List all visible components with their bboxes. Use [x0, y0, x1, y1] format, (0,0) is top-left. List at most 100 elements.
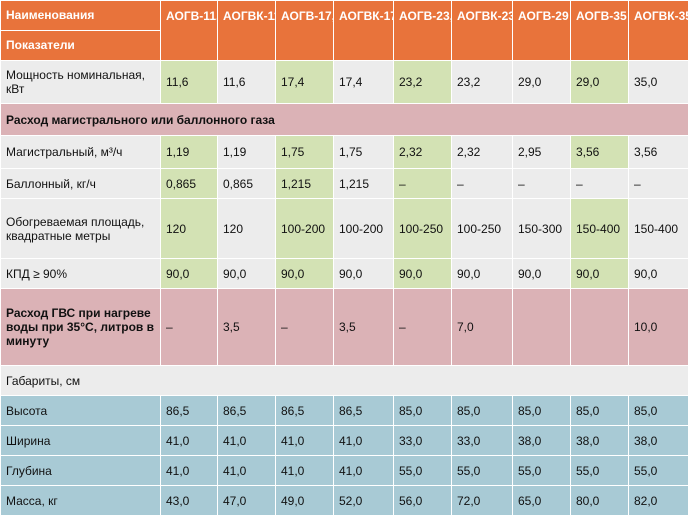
- value-cell: 86,5: [275, 395, 334, 426]
- value-cell: 47,0: [217, 485, 276, 516]
- row-label: КПД ≥ 90%: [0, 258, 161, 289]
- value-cell: 41,0: [160, 425, 218, 456]
- value-cell: 55,0: [570, 455, 629, 486]
- value-cell: 3,5: [217, 288, 276, 366]
- row-label: Глубина: [0, 455, 161, 486]
- value-cell: 3,56: [570, 135, 629, 169]
- value-cell: 1,19: [217, 135, 276, 169]
- value-cell: 150-400: [628, 198, 688, 259]
- name-label: Наименования: [6, 8, 95, 22]
- model-header: АОГВК-11,6: [217, 0, 276, 61]
- row-label: Расход ГВС при нагреве воды при 35°С, ли…: [0, 288, 161, 366]
- value-cell: 11,6: [160, 60, 218, 104]
- row-label: Обогреваемая площадь, квадратные метры: [0, 198, 161, 259]
- value-cell: 85,0: [393, 395, 452, 426]
- row-label: Ширина: [0, 425, 161, 456]
- value-cell: 38,0: [570, 425, 629, 456]
- value-cell: 85,0: [512, 395, 571, 426]
- table-row: Расход магистрального или баллонного газ…: [0, 103, 688, 136]
- value-cell: 29,0: [570, 60, 629, 104]
- value-cell: 100-200: [275, 198, 334, 259]
- value-cell: 2,32: [451, 135, 513, 169]
- value-cell: 82,0: [628, 485, 688, 516]
- value-cell: 90,0: [275, 258, 334, 289]
- value-cell: 100-250: [393, 198, 452, 259]
- value-cell: –: [628, 168, 688, 199]
- row-label: Мощность номинальная, кВт: [0, 60, 161, 104]
- table-row: Магистральный, м³/ч 1,19 1,19 1,75 1,75 2,32 2…: [0, 135, 688, 169]
- value-cell: 86,5: [217, 395, 276, 426]
- value-cell: [512, 288, 571, 366]
- value-cell: 41,0: [217, 425, 276, 456]
- value-cell: 33,0: [451, 425, 513, 456]
- value-cell: 90,0: [333, 258, 394, 289]
- value-cell: 86,5: [333, 395, 394, 426]
- row-label: Высота: [0, 395, 161, 426]
- value-cell: 90,0: [217, 258, 276, 289]
- value-cell: 29,0: [512, 60, 571, 104]
- value-cell: 85,0: [570, 395, 629, 426]
- value-cell: –: [451, 168, 513, 199]
- value-cell: 1,75: [333, 135, 394, 169]
- model-header: АОГВК-35: [628, 0, 688, 61]
- table-row: Мощность номинальная, кВт 11,6 11,6 17,4 17,…: [0, 60, 688, 104]
- value-cell: 41,0: [275, 455, 334, 486]
- value-cell: 120: [160, 198, 218, 259]
- table-row: Обогреваемая площадь, квадратные метры 12…: [0, 198, 688, 259]
- value-cell: 7,0: [451, 288, 513, 366]
- value-cell: 41,0: [275, 425, 334, 456]
- value-cell: 1,19: [160, 135, 218, 169]
- value-cell: 2,95: [512, 135, 571, 169]
- value-cell: 1,75: [275, 135, 334, 169]
- value-cell: 49,0: [275, 485, 334, 516]
- model-header: АОГВ-23,2: [393, 0, 452, 61]
- model-header: АОГВ-29: [512, 0, 571, 61]
- param-label: Показатели: [1, 30, 160, 60]
- model-header: АОГВК-23,2: [451, 0, 513, 61]
- value-cell: –: [512, 168, 571, 199]
- row-label: Магистральный, м³/ч: [0, 135, 161, 169]
- value-cell: 72,0: [451, 485, 513, 516]
- value-cell: –: [393, 288, 452, 366]
- value-cell: 38,0: [628, 425, 688, 456]
- value-cell: 33,0: [393, 425, 452, 456]
- value-cell: 85,0: [628, 395, 688, 426]
- value-cell: 55,0: [451, 455, 513, 486]
- value-cell: 17,4: [333, 60, 394, 104]
- table-row: Баллонный, кг/ч 0,865 0,865 1,215 1,215– – – – –: [0, 168, 688, 199]
- value-cell: 90,0: [570, 258, 629, 289]
- header-label-cell: Наименования Показатели: [0, 0, 161, 61]
- value-cell: –: [275, 288, 334, 366]
- value-cell: 55,0: [628, 455, 688, 486]
- value-cell: 120: [217, 198, 276, 259]
- table-row: Ширина 41,0 41,0 41,0 41,0 33,0 33,0 38,0 38,0 38…: [0, 425, 688, 456]
- value-cell: 1,215: [333, 168, 394, 199]
- value-cell: 90,0: [451, 258, 513, 289]
- model-header: АОГВ-11,6: [160, 0, 218, 61]
- value-cell: 150-300: [512, 198, 571, 259]
- model-header: АОГВ-17,4: [275, 0, 334, 61]
- value-cell: 100-200: [333, 198, 394, 259]
- value-cell: –: [393, 168, 452, 199]
- model-header: АОГВК-17,4: [333, 0, 394, 61]
- value-cell: 80,0: [570, 485, 629, 516]
- header-row: Наименования Показатели АОГВ-11,6АОГВК-1…: [0, 0, 688, 61]
- value-cell: 55,0: [512, 455, 571, 486]
- value-cell: 90,0: [160, 258, 218, 289]
- value-cell: 100-250: [451, 198, 513, 259]
- value-cell: 17,4: [275, 60, 334, 104]
- value-cell: –: [160, 288, 218, 366]
- value-cell: 0,865: [217, 168, 276, 199]
- value-cell: 85,0: [451, 395, 513, 426]
- value-cell: 3,5: [333, 288, 394, 366]
- table-row: Глубина 41,0 41,0 41,0 41,0 55,0 55,0 55,0 55,0 5…: [0, 455, 688, 486]
- value-cell: –: [570, 168, 629, 199]
- value-cell: 10,0: [628, 288, 688, 366]
- table-row: Расход ГВС при нагреве воды при 35°С, ли…: [0, 288, 688, 366]
- table-row: КПД ≥ 90% 90,0 90,0 90,0 90,0 90,0 90,0 90,0 90,…: [0, 258, 688, 289]
- value-cell: 0,865: [160, 168, 218, 199]
- value-cell: 90,0: [393, 258, 452, 289]
